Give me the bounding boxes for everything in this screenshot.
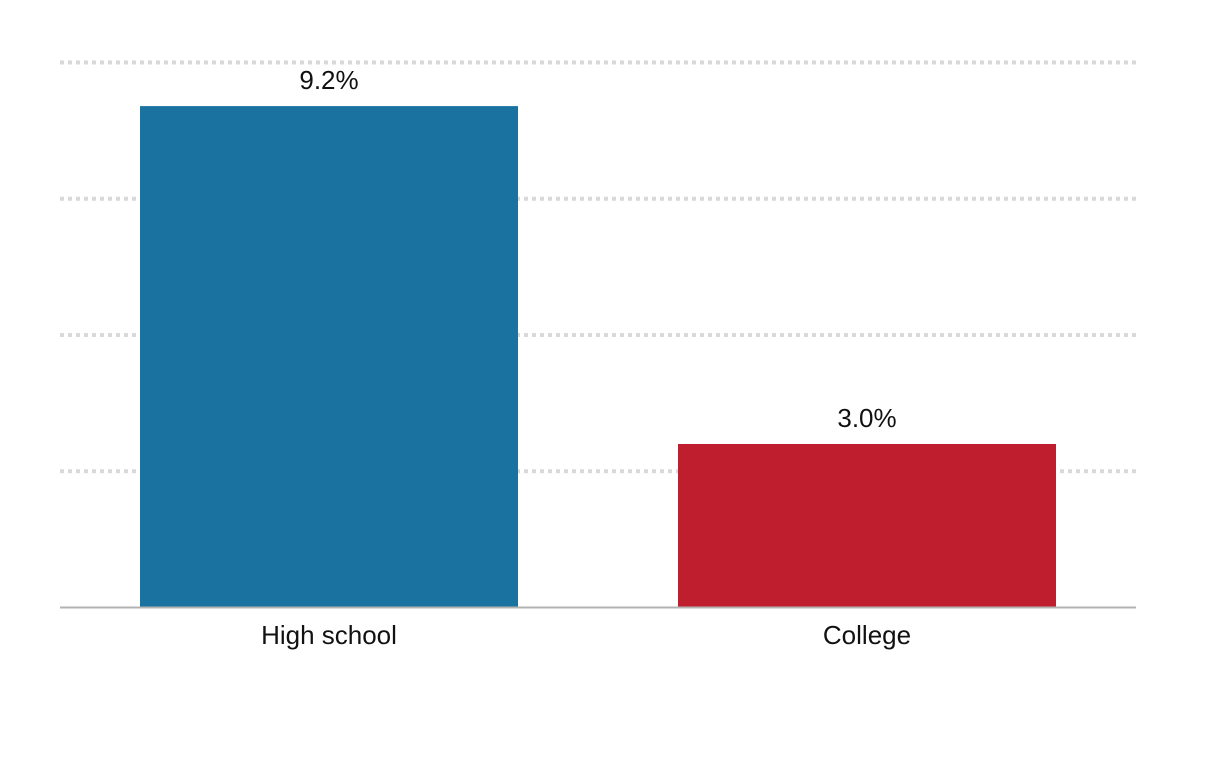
x-tick-label-college: College [823, 620, 911, 650]
data-labels: 9.2% 3.0% [299, 65, 896, 433]
x-axis-tick-labels: High school College [261, 620, 911, 650]
bar-college [678, 444, 1056, 608]
x-tick-label-high-school: High school [261, 620, 397, 650]
data-label-high-school: 9.2% [299, 65, 358, 95]
bars [140, 106, 1056, 608]
bar-high-school [140, 106, 518, 608]
data-label-college: 3.0% [837, 403, 896, 433]
